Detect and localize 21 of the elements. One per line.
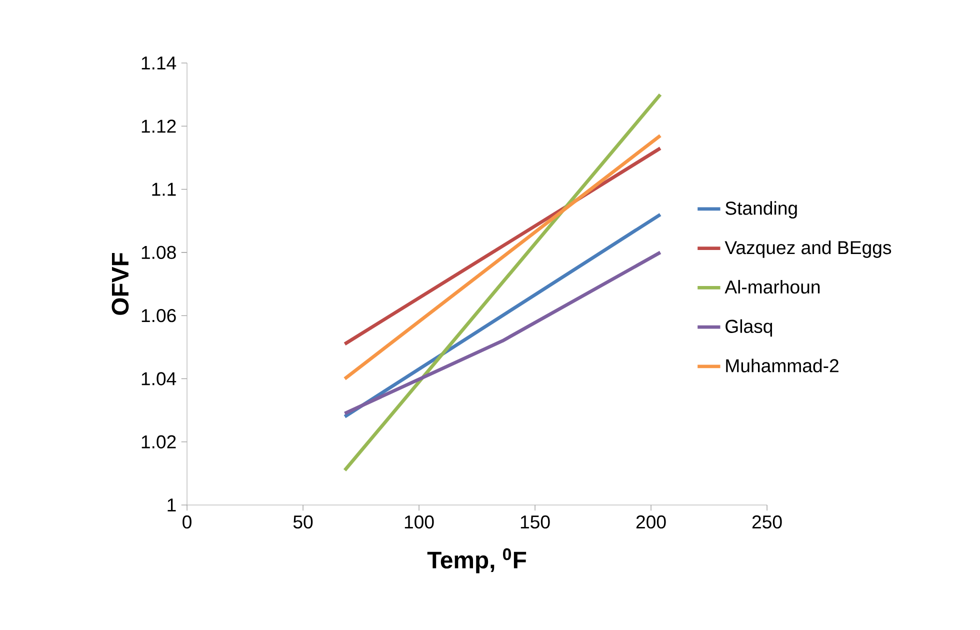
y-tick-label: 1.02	[142, 435, 176, 448]
x-tick-label: 200	[636, 515, 666, 529]
y-tick-label: 1.06	[142, 308, 176, 322]
legend-label: Glasq	[726, 319, 772, 337]
legend-label: Vazquez and BEggs	[724, 240, 892, 258]
y-tick-label: 1.08	[142, 246, 176, 260]
x-tick-label: 250	[752, 515, 782, 529]
y-tick-label: 1.14	[142, 56, 176, 70]
x-tick-label: 100	[404, 515, 434, 529]
legend-label: Standing	[726, 201, 797, 219]
legend-label: Al-marhoun	[724, 280, 820, 294]
x-tick-label: 50	[293, 515, 313, 529]
legend-label: Muhammad-2	[726, 358, 838, 372]
x-tick-label: 150	[520, 515, 550, 529]
y-tick-label: 1.12	[142, 120, 176, 133]
x-axis-title: Temp, $^{0}$F	[427, 548, 526, 574]
y-tick-label: 1.1	[152, 182, 176, 196]
y-tick-label: 1	[168, 498, 176, 512]
y-axis-title: OFVF	[112, 253, 129, 315]
x-tick-label: 0	[182, 515, 192, 529]
y-tick-label: 1.04	[142, 372, 176, 386]
